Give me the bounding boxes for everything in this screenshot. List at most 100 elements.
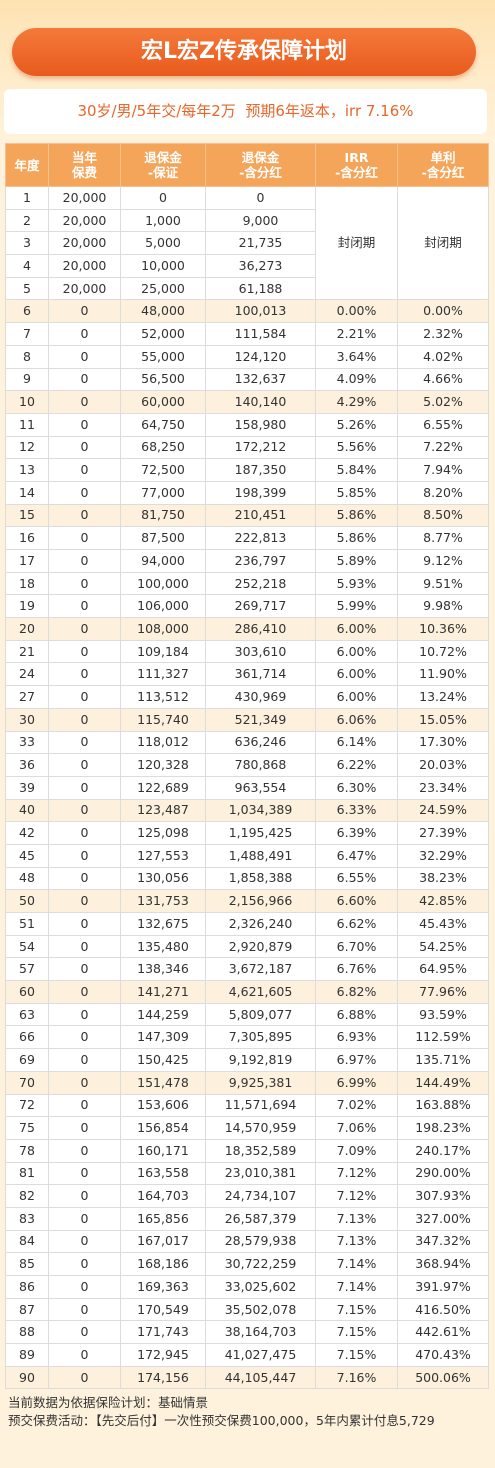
table-cell: 198.23% — [397, 1116, 489, 1140]
table-cell: 5.85% — [315, 480, 398, 505]
table-row: 70 0 151,478 9,925,381 6.99% 144.49% — [5, 1070, 489, 1095]
table-row: 57 0 138,346 3,672,187 6.76% 64.95% — [5, 957, 489, 982]
table-cell: 18,352,589 — [205, 1138, 316, 1163]
table-cell: 88 — [5, 1320, 49, 1345]
table-cell: 125,098 — [120, 821, 206, 845]
table-row: 16 0 87,500 222,813 5.86% 8.77% — [5, 526, 489, 550]
table-cell: 1 — [5, 186, 49, 210]
table-cell: 8.50% — [397, 503, 489, 528]
table-cell: 113,512 — [120, 685, 206, 709]
table-cell: 27 — [5, 685, 49, 709]
table-cell: 170,549 — [120, 1297, 206, 1322]
table-cell: 75 — [5, 1116, 49, 1140]
table-cell: 6.82% — [315, 980, 398, 1004]
table-cell: 21 — [5, 639, 49, 664]
table-row: 15 0 81,750 210,451 5.86% 8.50% — [5, 503, 489, 528]
table-cell: 20,000 — [48, 254, 121, 278]
table-cell: 5.86% — [315, 503, 398, 528]
column-header: 当年 保费 — [48, 143, 121, 187]
table-cell: 9.51% — [397, 571, 489, 596]
table-cell: 636,246 — [205, 730, 316, 755]
table-cell: 269,717 — [205, 594, 316, 619]
table-cell: 130,056 — [120, 866, 206, 891]
table-cell: 77.96% — [397, 980, 489, 1004]
table-cell: 240.17% — [397, 1138, 489, 1163]
table-cell: 35,502,078 — [205, 1297, 316, 1322]
table-cell: 45 — [5, 843, 49, 868]
table-cell: 150,425 — [120, 1048, 206, 1072]
table-cell: 20 — [5, 617, 49, 641]
table-cell: 0 — [48, 753, 121, 777]
table-cell: 6.33% — [315, 798, 398, 823]
table-row: 39 0 122,689 963,554 6.30% 23.34% — [5, 775, 489, 800]
table-cell: 236,797 — [205, 549, 316, 573]
column-header: 单利 -含分红 — [397, 143, 489, 187]
table-cell: 307.93% — [397, 1184, 489, 1208]
table-cell: 8.20% — [397, 480, 489, 505]
table-cell: 24,734,107 — [205, 1184, 316, 1208]
table-cell: 44,105,447 — [205, 1365, 316, 1390]
table-cell: 87 — [5, 1297, 49, 1322]
table-cell: 0 — [48, 390, 121, 414]
table-cell: 11.90% — [397, 662, 489, 687]
table-cell: 68,250 — [120, 435, 206, 460]
table-cell: 1,858,388 — [205, 866, 316, 891]
table-cell: 54 — [5, 934, 49, 959]
table-cell: 171,743 — [120, 1320, 206, 1345]
table-cell: 0 — [48, 480, 121, 505]
table-row: 11 0 64,750 158,980 5.26% 6.55% — [5, 412, 489, 437]
table-cell: 7.94% — [397, 458, 489, 482]
table-cell: 210,451 — [205, 503, 316, 528]
table-cell: 0 — [48, 299, 121, 324]
table-cell: 5,809,077 — [205, 1002, 316, 1027]
table-cell: 27.39% — [397, 821, 489, 845]
table-cell: 118,012 — [120, 730, 206, 755]
table-cell: 57 — [5, 957, 49, 982]
table-cell: 0 — [48, 934, 121, 959]
table-cell: 780,868 — [205, 753, 316, 777]
table-cell: 86 — [5, 1275, 49, 1299]
table-cell: 6.70% — [315, 934, 398, 959]
table-cell: 6.60% — [315, 889, 398, 913]
table-cell: 20,000 — [48, 231, 121, 256]
table-cell: 442.61% — [397, 1320, 489, 1345]
table-cell: 15 — [5, 503, 49, 528]
table-cell: 0 — [48, 1229, 121, 1254]
table-row: 86 0 169,363 33,025,602 7.14% 391.97% — [5, 1275, 489, 1299]
table-cell: 120,328 — [120, 753, 206, 777]
table-cell: 122,689 — [120, 775, 206, 800]
table-cell: 0 — [48, 594, 121, 619]
table-row: 63 0 144,259 5,809,077 6.88% 93.59% — [5, 1002, 489, 1027]
table-cell: 160,171 — [120, 1138, 206, 1163]
closed-period-cell: 封闭期 — [315, 185, 398, 301]
table-cell: 8.77% — [397, 526, 489, 550]
table-cell: 48,000 — [120, 299, 206, 324]
table-cell: 40 — [5, 798, 49, 823]
table-cell: 6.47% — [315, 843, 398, 868]
table-cell: 19 — [5, 594, 49, 619]
table-cell: 290.00% — [397, 1161, 489, 1186]
table-cell: 30,722,259 — [205, 1252, 316, 1276]
table-cell: 0 — [48, 1320, 121, 1345]
table-cell: 94,000 — [120, 549, 206, 573]
table-cell: 83 — [5, 1206, 49, 1231]
table-cell: 15.05% — [397, 707, 489, 732]
table-cell: 115,740 — [120, 707, 206, 732]
table-cell: 7,305,895 — [205, 1025, 316, 1050]
table-cell: 9,192,819 — [205, 1048, 316, 1072]
table-cell: 0 — [48, 1365, 121, 1390]
table-cell: 23.34% — [397, 775, 489, 800]
table-cell: 4.66% — [397, 367, 489, 392]
table-row: 69 0 150,425 9,192,819 6.97% 135.71% — [5, 1048, 489, 1072]
table-cell: 174,156 — [120, 1365, 206, 1390]
table-cell: 361,714 — [205, 662, 316, 687]
table-cell: 5.26% — [315, 412, 398, 437]
table-cell: 13.24% — [397, 685, 489, 709]
table-cell: 30 — [5, 707, 49, 732]
table-row: 12 0 68,250 172,212 5.56% 7.22% — [5, 435, 489, 460]
table-cell: 5.99% — [315, 594, 398, 619]
table-cell: 7 — [5, 322, 49, 346]
table-cell: 112.59% — [397, 1025, 489, 1050]
table-cell: 24.59% — [397, 798, 489, 823]
